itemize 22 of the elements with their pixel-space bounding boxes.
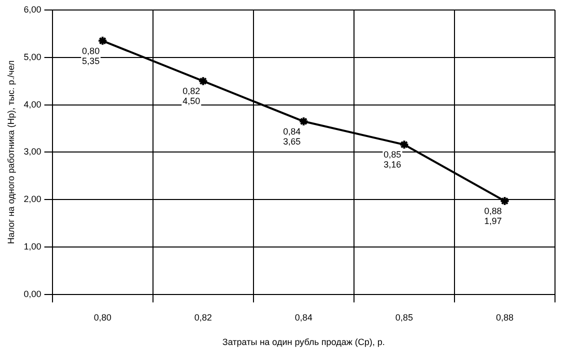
point — [399, 140, 410, 150]
y-tick-label: 4,00 — [24, 99, 42, 110]
data-label: 0,80 5,35 — [82, 46, 100, 66]
y-axis-title: Налог на одного работника (Нр), тыс. р./чел — [6, 60, 16, 244]
y-tick-label: 6,00 — [24, 4, 42, 14]
x-tick-label: 0,80 — [94, 312, 112, 322]
point — [298, 116, 309, 126]
x-tick-label: 0,88 — [496, 312, 514, 322]
y-tick-label: 1,00 — [24, 241, 42, 252]
data-label: 0,84 3,65 — [283, 126, 301, 146]
data-label: 0,85 3,16 — [384, 150, 402, 170]
x-tick-label: 0,84 — [294, 312, 312, 322]
x-tick-label: 0,82 — [194, 312, 212, 322]
y-tick-label: 3,00 — [24, 146, 42, 157]
x-tick-label: 0,85 — [395, 312, 413, 322]
x-axis-title: Затраты на один рубль продаж (Ср), р. — [222, 337, 385, 348]
point — [198, 76, 208, 86]
data-label: 0,82 4,50 — [182, 86, 200, 106]
y-tick-label: 0,00 — [24, 288, 42, 299]
y-tick-label: 2,00 — [24, 194, 42, 204]
data-label: 0,88 1,97 — [484, 206, 502, 226]
y-tick-label: 5,00 — [24, 52, 42, 62]
